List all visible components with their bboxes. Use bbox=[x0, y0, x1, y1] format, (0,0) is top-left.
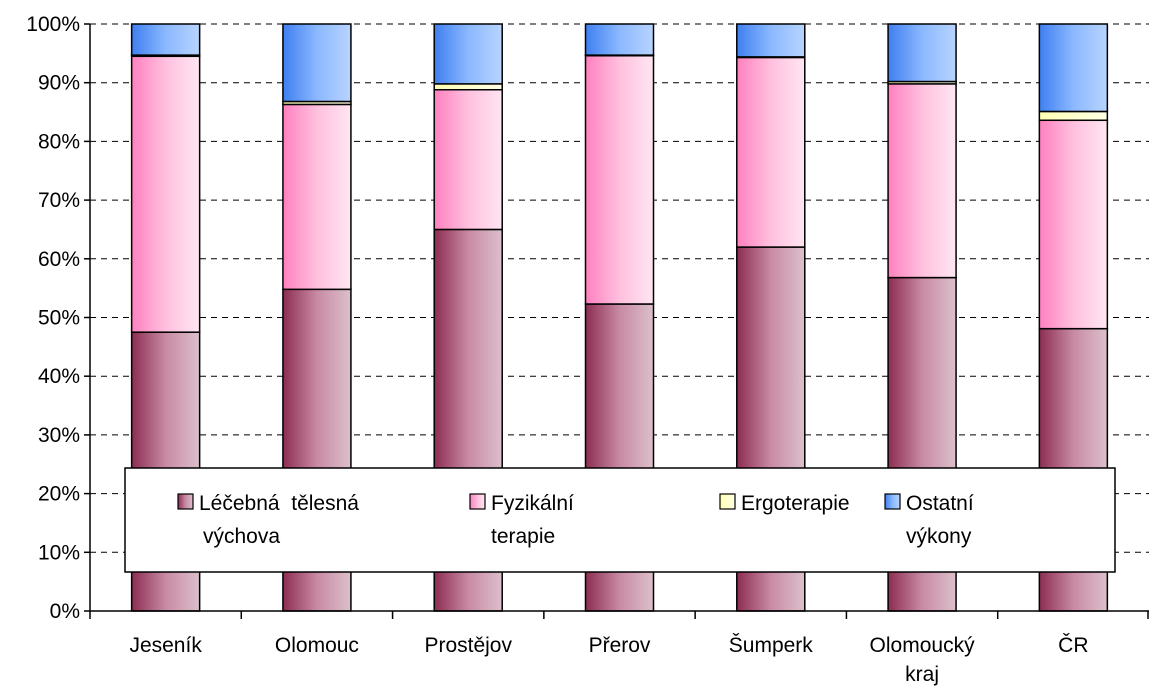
legend-label: Ostatní bbox=[906, 492, 974, 515]
y-tick-label: 90% bbox=[38, 72, 80, 95]
bar-segment bbox=[433, 88, 503, 231]
x-tick-label: Jeseník bbox=[129, 634, 202, 657]
y-tick-label: 50% bbox=[38, 307, 80, 330]
bar-segment bbox=[887, 23, 957, 83]
y-tick-label: 30% bbox=[38, 424, 80, 447]
x-tick-label: Olomouc bbox=[275, 634, 359, 657]
x-tick-label: Šumperk bbox=[729, 634, 814, 657]
bar-segment bbox=[887, 83, 957, 279]
bar-segment bbox=[282, 23, 352, 103]
legend-label-line2: výkony bbox=[906, 525, 972, 548]
legend-label-line2: výchova bbox=[203, 525, 280, 548]
y-tick-label: 80% bbox=[38, 130, 80, 153]
x-tick-label: kraj bbox=[905, 663, 939, 686]
bar-segment bbox=[130, 23, 201, 56]
bar-segment bbox=[736, 23, 806, 58]
legend-label: Fyzikální bbox=[491, 492, 574, 515]
legend-swatch bbox=[177, 493, 194, 510]
legend-label-line2: terapie bbox=[491, 525, 555, 548]
legend-label: Ergoterapie bbox=[741, 492, 850, 515]
bar-segment bbox=[282, 103, 352, 291]
x-tick-label: Olomoucký bbox=[870, 634, 976, 657]
bar-segment bbox=[1038, 23, 1109, 113]
legend-swatch bbox=[469, 493, 486, 510]
x-tick-label: Přerov bbox=[589, 634, 651, 657]
legend: Léčebná tělesná výchova Fyzikální terapie Er… bbox=[124, 467, 1116, 573]
legend-swatch bbox=[884, 493, 901, 510]
axes bbox=[84, 23, 1149, 619]
y-tick-label: 0% bbox=[50, 600, 80, 623]
x-tick-label: Prostějov bbox=[424, 634, 512, 657]
y-tick-label: 70% bbox=[38, 189, 80, 212]
legend-swatch bbox=[719, 493, 736, 510]
y-tick-label: 10% bbox=[38, 541, 80, 564]
legend-label: Léčebná tělesná bbox=[199, 492, 359, 515]
bar-segment bbox=[433, 83, 503, 91]
bar-segment bbox=[736, 56, 806, 248]
bar-segment bbox=[1038, 110, 1109, 122]
legend-box bbox=[124, 467, 1116, 573]
x-axis-tick-labels: Jeseník Olomouc Prostějov Přerov Šumperk Olom… bbox=[129, 634, 1088, 686]
y-axis-tick-labels: 0% 10% 20% 30% 40% 50% 60% 70% 80% 90% 100% bbox=[26, 13, 80, 623]
y-tick-label: 100% bbox=[26, 13, 80, 36]
bar-segment bbox=[433, 23, 503, 85]
bar-segment bbox=[1038, 119, 1109, 330]
y-tick-label: 40% bbox=[38, 365, 80, 388]
bar-segment bbox=[584, 23, 655, 56]
y-tick-label: 20% bbox=[38, 483, 80, 506]
bar-segment bbox=[130, 55, 201, 333]
y-tick-label: 60% bbox=[38, 248, 80, 271]
x-tick-label: ČR bbox=[1058, 634, 1088, 657]
bar-segment bbox=[584, 54, 655, 305]
